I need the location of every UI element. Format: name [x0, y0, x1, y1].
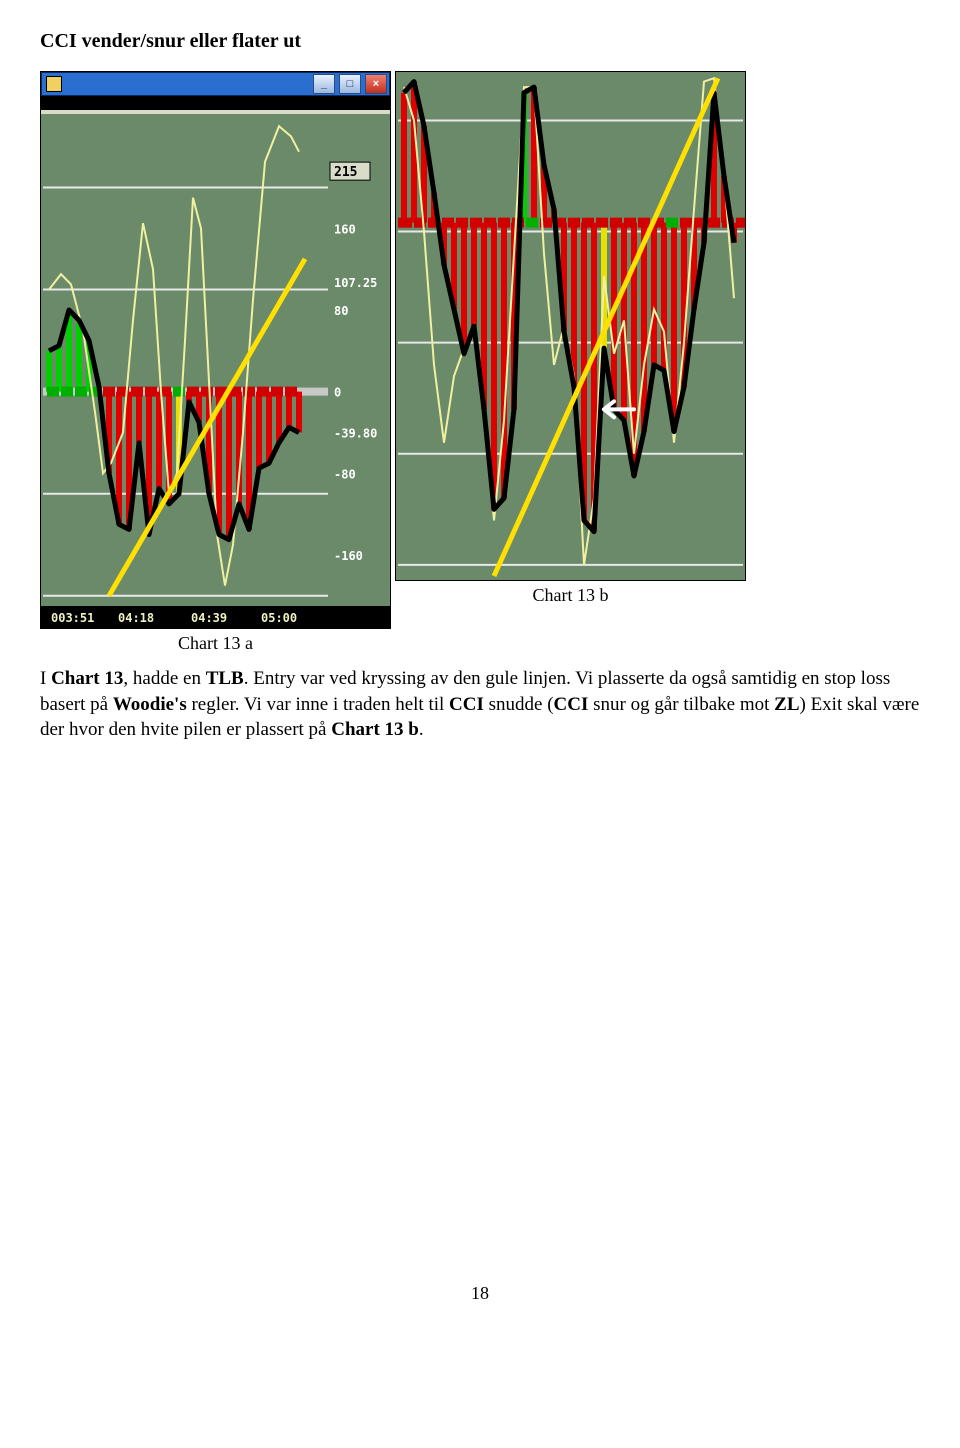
chart-b-svg [396, 72, 745, 580]
t: CCI [554, 694, 589, 715]
t: . [419, 719, 424, 740]
chart-b-column: Chart 13 b [395, 71, 746, 654]
svg-text:107.25: 107.25 [334, 276, 377, 290]
close-button[interactable]: × [365, 74, 387, 94]
body-paragraph: I Chart 13, hadde en TLB. Entry var ved … [40, 666, 920, 743]
minimize-button[interactable]: _ [313, 74, 335, 94]
svg-text:0: 0 [334, 386, 341, 400]
svg-text:05:00: 05:00 [261, 611, 297, 625]
t: CCI [449, 694, 484, 715]
page-heading: CCI vender/snur eller flater ut [40, 30, 920, 53]
svg-text:003:51: 003:51 [51, 611, 94, 625]
t: I [40, 668, 51, 689]
chart-a-column: Time: 3min Os(13); SB-PF… _ □ × 215 160 10… [40, 71, 391, 654]
svg-text:160: 160 [334, 222, 356, 236]
window-icon [46, 76, 62, 92]
t: Chart 13 b [331, 719, 419, 740]
svg-text:04:39: 04:39 [191, 611, 227, 625]
t: ZL [774, 694, 799, 715]
t: snur og går tilbake mot [588, 694, 774, 715]
maximize-button[interactable]: □ [339, 74, 361, 94]
chart-a-caption: Chart 13 a [178, 633, 253, 654]
svg-text:215: 215 [334, 165, 357, 180]
t: TLB [206, 668, 244, 689]
chart-b-caption: Chart 13 b [533, 585, 609, 606]
chart-a-svg: 215 160 107.25 80 0 -39.80 -80 -160 003:51 04:18 0… [41, 96, 390, 628]
t: regler. Vi var inne i traden helt til [187, 694, 449, 715]
svg-text:80: 80 [334, 304, 348, 318]
t: snudde ( [484, 694, 554, 715]
page-number: 18 [40, 1283, 920, 1304]
svg-text:-39.80: -39.80 [334, 426, 377, 440]
t: Chart 13 [51, 668, 123, 689]
charts-row: Time: 3min Os(13); SB-PF… _ □ × 215 160 10… [40, 71, 920, 654]
svg-text:04:18: 04:18 [118, 611, 154, 625]
svg-text:-160: -160 [334, 549, 363, 563]
svg-text:-80: -80 [334, 467, 356, 481]
chart-a-titlebar: Time: 3min Os(13); SB-PF… _ □ × [41, 72, 390, 96]
chart-b-container [395, 71, 746, 581]
t: Woodie's [113, 694, 187, 715]
t: , hadde en [123, 668, 205, 689]
chart-a-container: Time: 3min Os(13); SB-PF… _ □ × 215 160 10… [40, 71, 391, 629]
